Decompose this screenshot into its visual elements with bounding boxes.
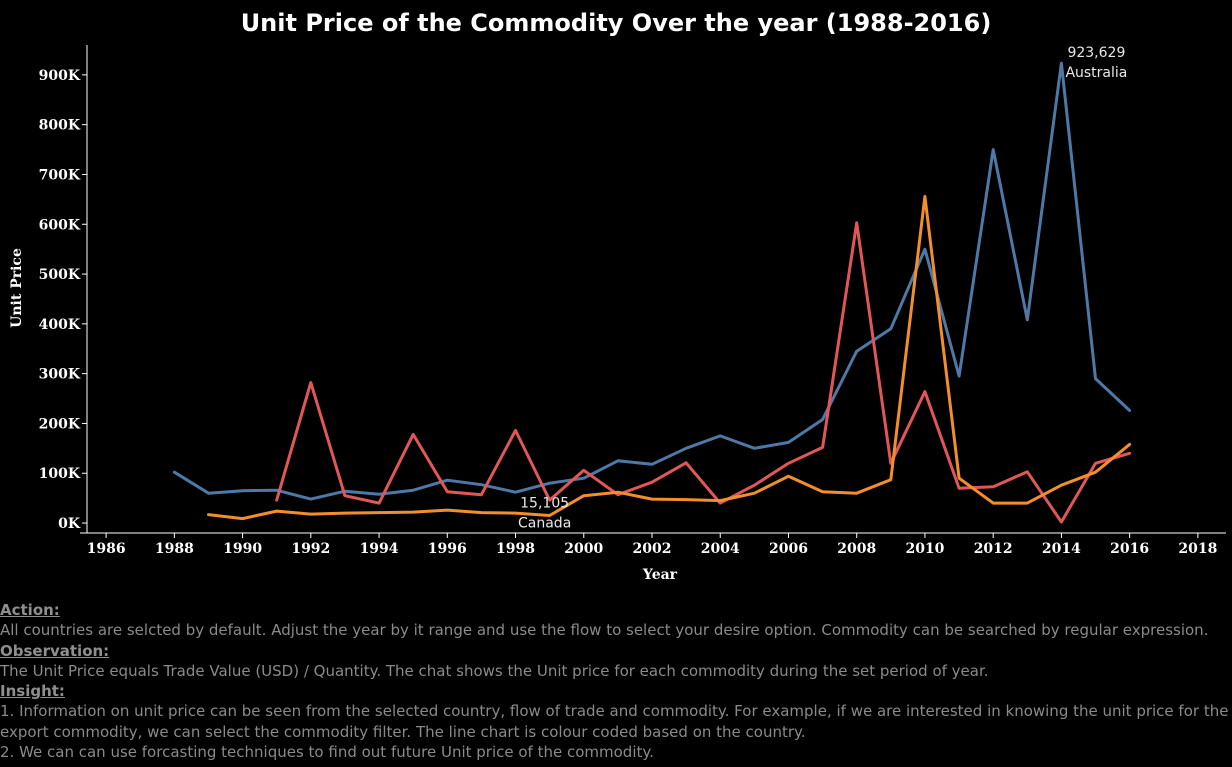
- y-tick-label: 500K: [39, 267, 81, 283]
- y-tick-label: 600K: [39, 217, 81, 233]
- y-axis-ticks: 0K 100K 200K 300K 400K 500K 600K 700K 800K 900K: [39, 68, 87, 532]
- observation-text: The Unit Price equals Trade Value (USD) …: [0, 661, 989, 680]
- line-chart: Unit Price of the Commodity Over the yea…: [9, 9, 1226, 583]
- x-tick-label: 2016: [1110, 541, 1149, 557]
- y-tick-label: 800K: [39, 118, 81, 134]
- y-axis-label: Unit Price: [9, 248, 25, 328]
- x-tick-label: 1990: [223, 541, 262, 557]
- x-axis-label: Year: [642, 567, 678, 583]
- x-tick-label: 2010: [905, 541, 944, 557]
- insight-header: Insight:: [0, 682, 65, 701]
- insight-line-2: export commodity, we can select the comm…: [0, 722, 806, 741]
- y-tick-label: 300K: [39, 367, 81, 383]
- y-tick-label: 100K: [39, 466, 81, 482]
- x-tick-label: 1996: [428, 541, 467, 557]
- x-tick-label: 2002: [633, 541, 672, 557]
- x-tick-label: 2000: [564, 541, 603, 557]
- x-tick-label: 1986: [87, 541, 126, 557]
- series-line-1[interactable]: [275, 221, 1132, 524]
- y-tick-label: 200K: [39, 416, 81, 432]
- annotations: 923,629 Australia 15,105 Canada: [518, 45, 1127, 531]
- annotation-label: Australia: [1065, 65, 1127, 81]
- x-tick-label: 2008: [837, 541, 876, 557]
- y-tick-label: 700K: [39, 167, 81, 183]
- x-axis-ticks: 1986 1988 1990 1992 1994 1996 1998 2000 2002 2004…: [87, 533, 1217, 557]
- series-line-0[interactable]: [172, 61, 1132, 501]
- x-tick-label: 1994: [360, 541, 399, 557]
- y-tick-label: 0K: [58, 516, 81, 532]
- action-header: Action:: [0, 601, 60, 619]
- x-tick-label: 1998: [496, 541, 535, 557]
- series-line-2[interactable]: [207, 194, 1132, 521]
- series-layer: [172, 61, 1132, 524]
- y-tick-label: 900K: [39, 68, 81, 84]
- annotation-label: Canada: [518, 516, 571, 532]
- annotation-value: 923,629: [1067, 45, 1125, 61]
- insight-line-1: 1. Information on unit price can be seen…: [0, 702, 1229, 721]
- x-tick-label: 2012: [974, 541, 1013, 557]
- x-tick-label: 2004: [701, 541, 740, 557]
- x-tick-label: 1988: [155, 541, 194, 557]
- x-tick-label: 1992: [291, 541, 330, 557]
- x-tick-label: 2014: [1042, 541, 1081, 557]
- annotation-value: 15,105: [520, 496, 569, 512]
- action-text: All countries are selcted by default. Ad…: [0, 621, 1209, 640]
- x-tick-label: 2018: [1178, 541, 1217, 557]
- observation-header: Observation:: [0, 641, 110, 660]
- y-tick-label: 400K: [39, 317, 81, 333]
- insight-line-3: 2. We can can use forcasting techniques …: [0, 743, 654, 762]
- notes-panel: Action: All countries are selcted by def…: [0, 600, 1232, 762]
- x-tick-label: 2006: [769, 541, 808, 557]
- chart-title: Unit Price of the Commodity Over the yea…: [241, 9, 992, 37]
- chart-axes: [80, 45, 1226, 534]
